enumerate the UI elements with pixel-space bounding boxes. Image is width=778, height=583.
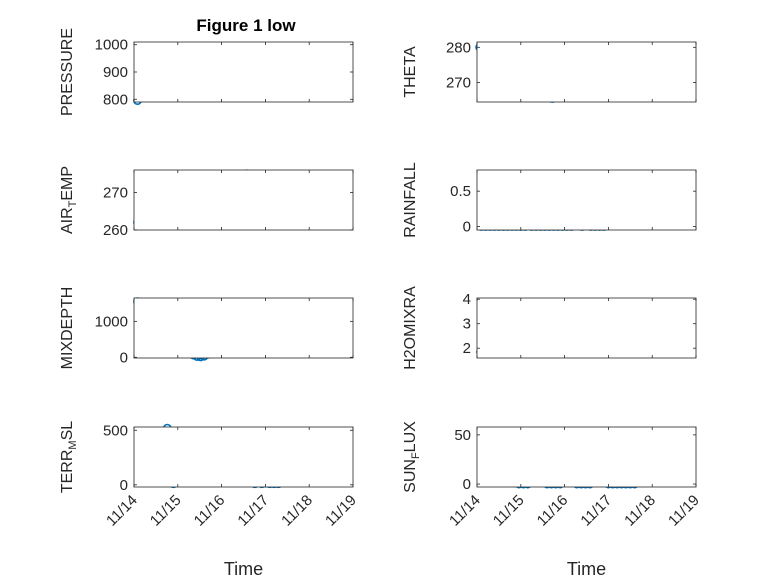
y-axis-label: MIXDEPTH [59, 287, 76, 370]
x-tick-label: 11/14 [103, 492, 141, 530]
y-axis-label: RAINFALL [402, 162, 419, 238]
axes-box [476, 169, 697, 231]
y-tick-label: 800 [103, 91, 128, 108]
y-tick-label: 0 [463, 218, 471, 235]
axes-box [133, 426, 354, 488]
y-axis-label: H2OMIXRA [402, 286, 419, 370]
x-tick-label: 11/15 [147, 492, 185, 530]
subplot-air_temp: 260 270 AIRTEMP [59, 166, 354, 239]
subplot-terr_msl: 0 500 11/14 11/15 11/16 11/17 11/18 11/19 TERRMS… [59, 421, 360, 579]
y-tick-label: 2 [463, 340, 471, 357]
subplot-h2omixra: 2 3 4 H2OMIXRA [402, 286, 697, 370]
x-axis-label: Time [224, 559, 263, 579]
y-tick-label: 270 [103, 185, 128, 202]
x-tick-label: 11/18 [278, 492, 316, 530]
x-tick-label: 11/19 [322, 492, 360, 530]
x-tick-label: 11/16 [534, 492, 572, 530]
y-tick-label: 270 [446, 75, 471, 92]
x-tick-label: 11/18 [621, 492, 659, 530]
y-tick-label: 0 [463, 476, 471, 493]
subplot-rainfall: 0 0.5 RAINFALL [402, 162, 697, 238]
y-tick-label: 4 [463, 291, 471, 308]
y-axis-label: SUNFLUX [402, 421, 422, 493]
axes-box [476, 426, 697, 488]
y-tick-label: 3 [463, 316, 471, 333]
y-tick-label: 260 [103, 222, 128, 239]
subplot-pressure: 800 900 1000 PRESSURE [59, 28, 354, 116]
subplot-grid: 800 900 1000 PRESSURE 270 280 THETA 260 270 AIRTE… [59, 28, 703, 579]
x-tick-label: 11/17 [234, 492, 272, 530]
axes-box [133, 41, 354, 103]
figure-title: Figure 1 low [196, 16, 296, 35]
x-tick-label: 11/14 [446, 492, 484, 530]
y-tick-label: 1000 [95, 37, 128, 54]
y-axis-label: THETA [402, 46, 419, 98]
axes-box [476, 41, 697, 103]
subplot-mixdepth: 0 1000 MIXDEPTH [59, 287, 354, 370]
x-tick-label: 11/15 [490, 492, 528, 530]
y-tick-label: 0.5 [450, 183, 471, 200]
y-axis-label: TERRMSL [59, 421, 79, 493]
x-tick-label: 11/17 [577, 492, 615, 530]
x-tick-label: 11/19 [665, 492, 703, 530]
subplot-theta: 270 280 THETA [402, 39, 697, 103]
y-tick-label: 500 [103, 422, 128, 439]
x-axis-label: Time [567, 559, 606, 579]
y-tick-label: 50 [454, 427, 471, 444]
y-axis-label: PRESSURE [59, 28, 76, 116]
y-tick-label: 280 [446, 39, 471, 56]
y-tick-label: 0 [120, 349, 128, 366]
y-tick-label: 0 [120, 477, 128, 494]
x-tick-label: 11/16 [191, 492, 229, 530]
y-tick-label: 1000 [95, 313, 128, 330]
y-axis-label: AIRTEMP [59, 166, 79, 234]
axes-box [476, 297, 697, 359]
y-tick-label: 900 [103, 64, 128, 81]
axes-box [133, 169, 354, 231]
axes-box [133, 297, 354, 359]
subplot-sun_flux: 0 50 11/14 11/15 11/16 11/17 11/18 11/19 SUNFLUX… [402, 421, 703, 579]
